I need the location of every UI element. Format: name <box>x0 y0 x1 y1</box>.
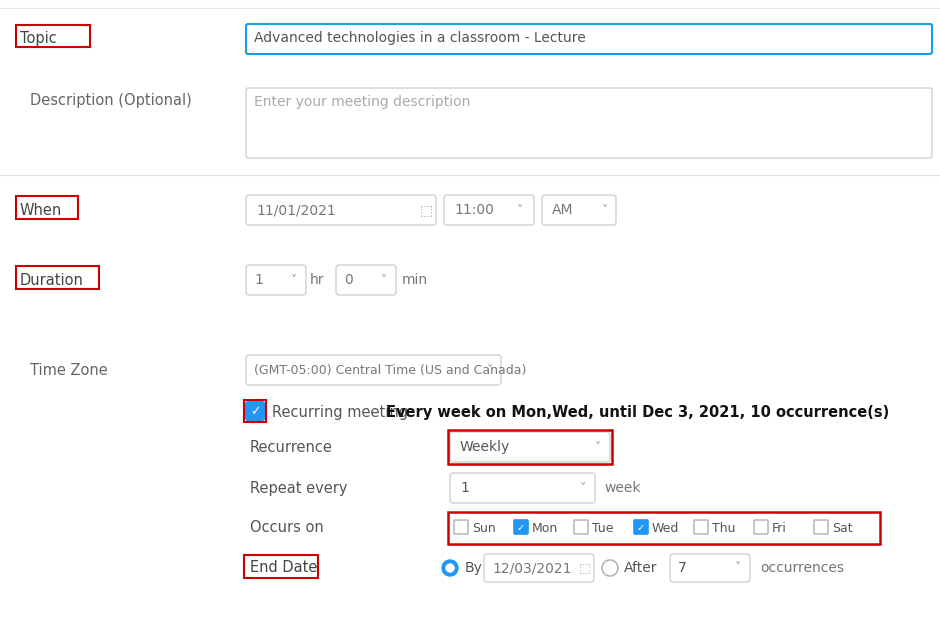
Text: Sat: Sat <box>832 522 853 535</box>
Text: Enter your meeting description: Enter your meeting description <box>254 95 470 109</box>
Text: Wed: Wed <box>652 522 680 535</box>
Text: ˅: ˅ <box>580 482 587 495</box>
Text: 1: 1 <box>460 481 469 495</box>
Text: 1: 1 <box>254 273 263 287</box>
FancyBboxPatch shape <box>574 520 588 534</box>
Text: week: week <box>604 481 640 495</box>
Text: ✓: ✓ <box>250 406 260 419</box>
Text: ˅: ˅ <box>595 440 601 453</box>
Text: End Date: End Date <box>250 560 318 576</box>
FancyBboxPatch shape <box>484 554 594 582</box>
Text: ˅: ˅ <box>290 274 297 287</box>
FancyBboxPatch shape <box>454 520 468 534</box>
Text: 11:00: 11:00 <box>454 203 494 217</box>
Text: hr: hr <box>310 273 324 287</box>
Text: Description (Optional): Description (Optional) <box>30 93 192 108</box>
Text: Sun: Sun <box>472 522 495 535</box>
Text: Duration: Duration <box>20 272 84 287</box>
Circle shape <box>446 564 454 572</box>
Text: 7: 7 <box>678 561 687 575</box>
FancyBboxPatch shape <box>246 24 932 54</box>
Text: 11/01/2021: 11/01/2021 <box>256 203 336 217</box>
Text: Repeat every: Repeat every <box>250 480 348 495</box>
Text: ˅: ˅ <box>487 363 494 377</box>
Text: Every week on Mon,Wed, until Dec 3, 2021, 10 occurrence(s): Every week on Mon,Wed, until Dec 3, 2021… <box>386 404 889 419</box>
FancyBboxPatch shape <box>246 88 932 158</box>
FancyBboxPatch shape <box>444 195 534 225</box>
Text: 0: 0 <box>344 273 352 287</box>
Text: ⬚: ⬚ <box>419 203 432 217</box>
FancyBboxPatch shape <box>336 265 396 295</box>
Text: When: When <box>20 202 62 218</box>
Text: AM: AM <box>552 203 573 217</box>
Text: Recurring meeting: Recurring meeting <box>272 404 408 419</box>
Circle shape <box>442 560 458 576</box>
FancyBboxPatch shape <box>514 520 528 534</box>
Text: Thu: Thu <box>712 522 735 535</box>
Text: ✓: ✓ <box>637 523 645 533</box>
Text: ˅: ˅ <box>602 204 608 216</box>
FancyBboxPatch shape <box>246 402 264 420</box>
Text: Tue: Tue <box>592 522 614 535</box>
Text: occurrences: occurrences <box>760 561 844 575</box>
Circle shape <box>602 560 618 576</box>
Text: Fri: Fri <box>772 522 787 535</box>
FancyBboxPatch shape <box>694 520 708 534</box>
Text: Time Zone: Time Zone <box>30 363 108 377</box>
Text: Occurs on: Occurs on <box>250 520 323 536</box>
Text: ˅: ˅ <box>517 204 524 216</box>
Text: By: By <box>465 561 483 575</box>
Text: min: min <box>402 273 428 287</box>
FancyBboxPatch shape <box>634 520 648 534</box>
Text: ˅: ˅ <box>381 274 387 287</box>
Text: Recurrence: Recurrence <box>250 439 333 455</box>
FancyBboxPatch shape <box>814 520 828 534</box>
FancyBboxPatch shape <box>542 195 616 225</box>
FancyBboxPatch shape <box>670 554 750 582</box>
Text: (GMT-05:00) Central Time (US and Canada): (GMT-05:00) Central Time (US and Canada) <box>254 363 526 377</box>
FancyBboxPatch shape <box>754 520 768 534</box>
Text: Weekly: Weekly <box>460 440 510 454</box>
Circle shape <box>606 565 614 571</box>
FancyBboxPatch shape <box>246 195 436 225</box>
Text: Topic: Topic <box>20 30 56 46</box>
FancyBboxPatch shape <box>246 355 501 385</box>
Text: 12/03/2021: 12/03/2021 <box>492 561 572 575</box>
Text: ✓: ✓ <box>517 523 525 533</box>
Text: After: After <box>624 561 657 575</box>
Text: ˅: ˅ <box>735 562 741 574</box>
Text: Mon: Mon <box>532 522 558 535</box>
Text: ⬚: ⬚ <box>579 562 591 574</box>
FancyBboxPatch shape <box>246 265 306 295</box>
Text: Advanced technologies in a classroom - Lecture: Advanced technologies in a classroom - L… <box>254 31 586 45</box>
FancyBboxPatch shape <box>450 473 595 503</box>
FancyBboxPatch shape <box>450 432 610 462</box>
